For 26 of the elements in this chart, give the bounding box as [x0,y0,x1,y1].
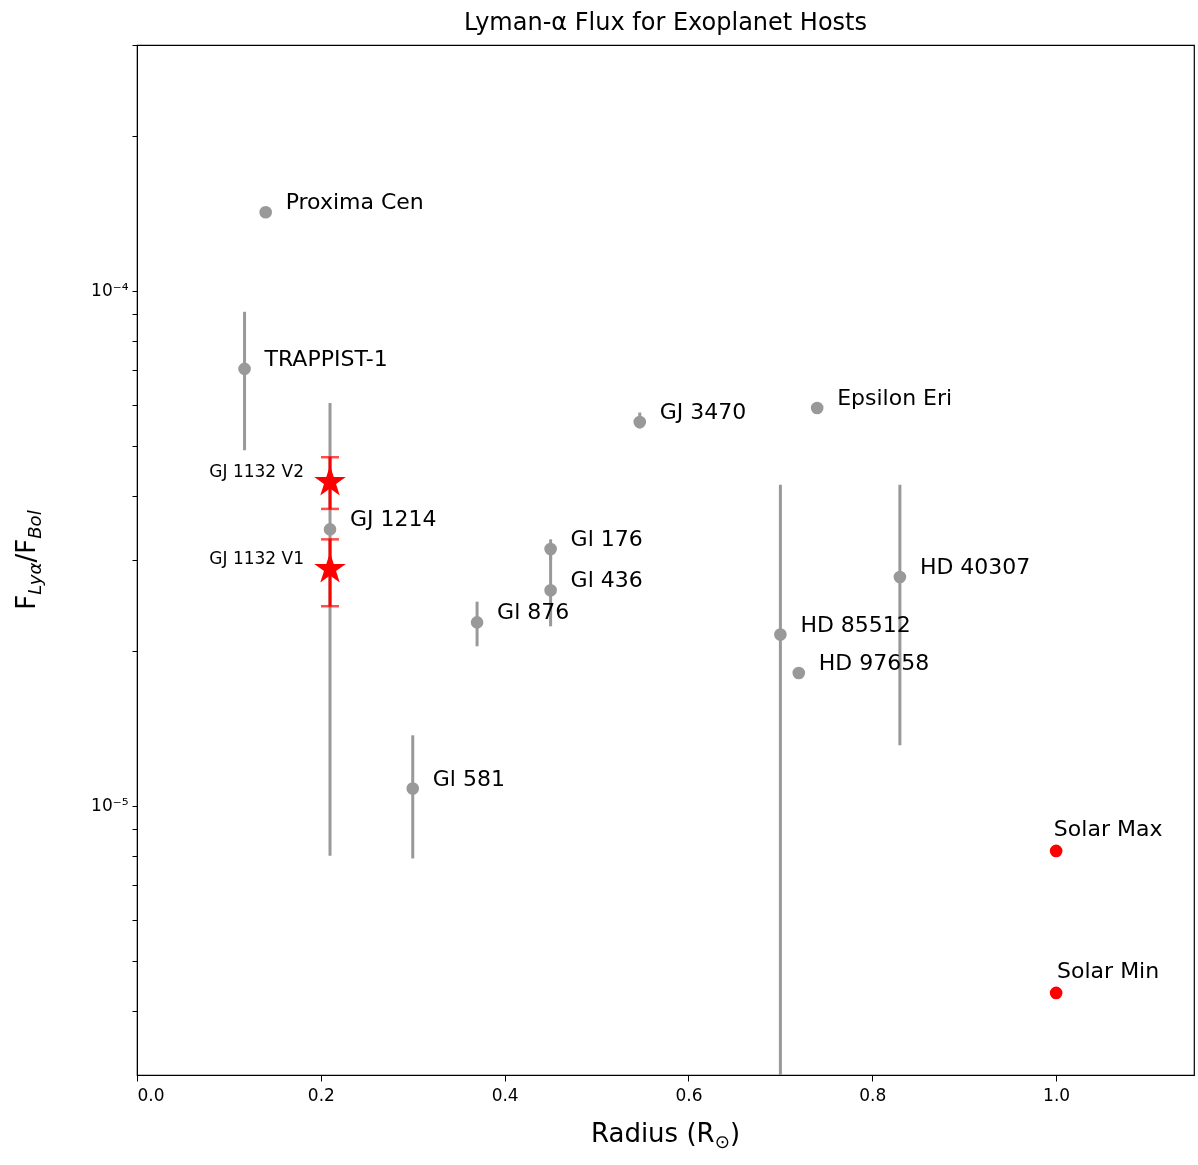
annotation: GJ 1132 V2 [209,461,305,482]
annotation: GJ 1132 V1 [209,548,305,569]
annotation: Proxima Cen [285,189,424,215]
annotation: HD 40307 [919,554,1031,580]
x-axis-title: Radius (R$_{⊙}$) [589,1118,742,1153]
annotation: GJ 1214 [350,506,437,532]
x-tick-label: 0.8 [859,1084,887,1105]
x-tick-label: 0.4 [491,1084,519,1105]
y-tick-label: 10⁻⁵ [91,795,129,816]
annotation: HD 97658 [818,650,930,676]
x-tick-label: 0.0 [137,1084,165,1105]
annotation: Gl 876 [497,599,570,625]
y-tick-label: 10⁻⁴ [91,280,129,301]
annotation: Solar Min [1057,957,1160,983]
annotation: Gl 176 [570,526,643,552]
x-tick-label: 0.2 [307,1084,335,1105]
annotation: Solar Max [1053,815,1163,841]
annotation: HD 85512 [800,611,911,637]
x-tick-label: 0.6 [675,1084,703,1105]
annotation: TRAPPIST-1 [263,345,388,371]
annotation: Gl 581 [432,765,505,791]
x-tick-label: 1.0 [1043,1084,1071,1105]
annotation: GJ 3470 [659,399,747,424]
annotation: Epsilon Eri [837,384,953,410]
chart-title: Lyman-α Flux for Exoplanet Hosts [463,7,868,36]
annotation: Gl 436 [570,567,643,593]
